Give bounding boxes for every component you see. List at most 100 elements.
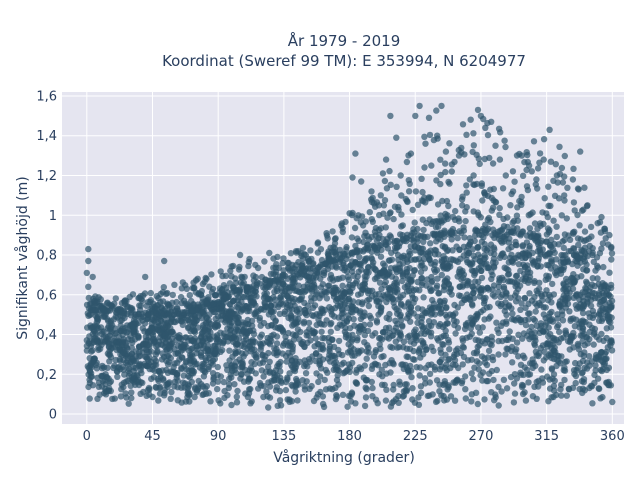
data-point bbox=[531, 220, 539, 227]
data-point bbox=[436, 381, 443, 388]
data-point bbox=[480, 306, 487, 314]
data-point bbox=[132, 311, 139, 318]
data-point bbox=[155, 397, 162, 404]
data-point bbox=[298, 296, 305, 303]
x-tick-label: 315 bbox=[534, 429, 559, 444]
data-point bbox=[85, 257, 92, 265]
data-point bbox=[390, 381, 397, 389]
data-point bbox=[305, 308, 312, 315]
data-point bbox=[133, 377, 140, 385]
data-point bbox=[389, 344, 396, 351]
data-point bbox=[503, 289, 510, 296]
data-point bbox=[312, 274, 320, 281]
data-point bbox=[413, 364, 420, 371]
data-point bbox=[407, 338, 414, 345]
data-point bbox=[434, 132, 441, 139]
data-point bbox=[232, 315, 239, 322]
data-point bbox=[587, 296, 595, 304]
data-point bbox=[432, 398, 440, 406]
data-point bbox=[515, 331, 522, 338]
data-point bbox=[547, 265, 555, 272]
data-point bbox=[540, 136, 548, 143]
data-point bbox=[295, 248, 302, 255]
data-point bbox=[407, 150, 415, 157]
data-point bbox=[461, 234, 468, 241]
y-tick-label: 0,4 bbox=[36, 328, 57, 343]
data-point bbox=[479, 197, 486, 204]
data-point bbox=[459, 281, 467, 289]
data-point bbox=[289, 343, 296, 350]
data-point bbox=[330, 366, 337, 373]
data-point bbox=[261, 258, 268, 265]
data-point bbox=[210, 342, 217, 350]
data-point bbox=[276, 310, 284, 318]
data-point bbox=[190, 319, 197, 326]
data-point bbox=[155, 368, 162, 375]
data-point bbox=[232, 275, 239, 282]
data-point bbox=[349, 309, 356, 316]
data-point bbox=[263, 290, 270, 297]
data-point bbox=[592, 362, 599, 369]
data-point bbox=[359, 299, 366, 306]
data-point bbox=[119, 325, 126, 332]
data-point bbox=[328, 263, 336, 270]
data-point bbox=[578, 207, 586, 214]
data-point bbox=[292, 388, 299, 395]
data-point bbox=[105, 375, 112, 382]
data-point bbox=[217, 373, 225, 380]
data-point bbox=[509, 168, 517, 175]
data-point bbox=[570, 165, 577, 172]
data-point bbox=[339, 351, 346, 359]
data-point bbox=[548, 256, 555, 263]
data-point bbox=[541, 348, 548, 355]
data-point bbox=[111, 325, 119, 332]
data-point bbox=[131, 336, 139, 343]
data-point bbox=[188, 365, 195, 372]
data-point bbox=[354, 291, 362, 298]
data-point bbox=[391, 303, 398, 311]
data-point bbox=[364, 245, 372, 252]
data-point bbox=[397, 231, 404, 238]
y-tick-label: 1,4 bbox=[36, 129, 57, 144]
data-point bbox=[525, 300, 532, 307]
data-point bbox=[547, 202, 554, 210]
data-point bbox=[425, 318, 433, 325]
data-point bbox=[353, 278, 360, 285]
data-point bbox=[427, 240, 434, 247]
data-point bbox=[324, 250, 332, 257]
data-point bbox=[250, 327, 257, 334]
data-point bbox=[209, 301, 216, 308]
data-point bbox=[561, 197, 568, 204]
data-point bbox=[142, 273, 149, 281]
data-point bbox=[306, 325, 313, 333]
data-point bbox=[598, 330, 605, 338]
data-point bbox=[306, 285, 314, 292]
data-point bbox=[579, 369, 586, 376]
data-point bbox=[131, 358, 138, 365]
data-point bbox=[537, 263, 544, 270]
data-point bbox=[98, 302, 105, 309]
data-point bbox=[587, 223, 595, 231]
data-point bbox=[607, 319, 614, 326]
data-point bbox=[474, 106, 482, 114]
data-point bbox=[474, 244, 481, 252]
data-point bbox=[488, 389, 495, 396]
data-point bbox=[487, 186, 494, 193]
data-point bbox=[414, 305, 422, 312]
data-point bbox=[568, 274, 576, 282]
data-point bbox=[379, 170, 387, 177]
data-point bbox=[446, 140, 453, 147]
data-point bbox=[118, 299, 126, 307]
data-point bbox=[439, 197, 446, 205]
data-point bbox=[282, 386, 290, 394]
data-point bbox=[448, 236, 455, 243]
data-point bbox=[281, 308, 289, 315]
data-point bbox=[482, 124, 489, 131]
data-point bbox=[522, 321, 530, 329]
data-point bbox=[543, 210, 550, 217]
data-point bbox=[94, 313, 101, 321]
data-point bbox=[477, 289, 485, 296]
data-point bbox=[385, 239, 392, 246]
data-point bbox=[474, 400, 481, 408]
